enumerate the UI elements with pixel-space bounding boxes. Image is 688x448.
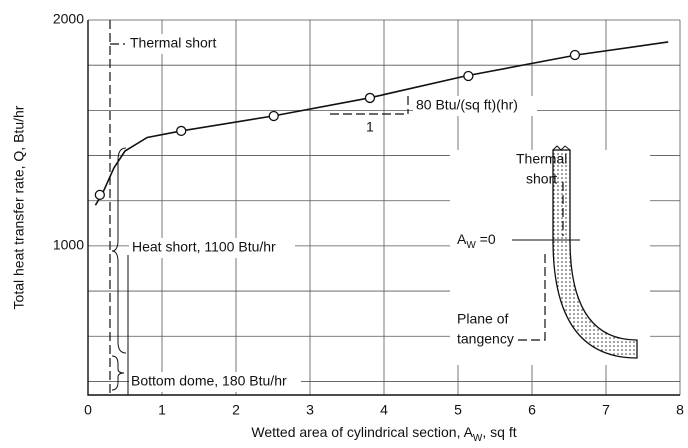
label-bg xyxy=(127,34,235,54)
inset-label: =0 xyxy=(476,231,496,247)
label-bg xyxy=(129,238,295,258)
x-axis-label: , sq ft xyxy=(482,424,516,440)
leader xyxy=(518,250,546,341)
inset-label: A xyxy=(457,231,467,247)
data-point xyxy=(268,110,279,122)
brace xyxy=(111,355,125,391)
x-tick-label: 3 xyxy=(306,402,314,418)
data-point xyxy=(569,49,581,61)
label-bg xyxy=(129,372,301,392)
x-tick-label: 0 xyxy=(84,402,92,418)
brace xyxy=(111,147,127,354)
grid: 0 1 2 3 4 5 6 7 8 1000 2000 Wetted area of cylindri… xyxy=(11,11,684,444)
x-tick-label: 7 xyxy=(602,402,610,418)
x-tick-label: 4 xyxy=(380,402,388,418)
x-tick-label: 6 xyxy=(528,402,536,418)
inset-label: short xyxy=(526,171,557,187)
x-axis-label: W xyxy=(473,433,483,444)
x-tick-label: 1 xyxy=(158,402,166,418)
inset-bg xyxy=(450,150,650,365)
axis xyxy=(87,20,680,396)
pipe-break xyxy=(552,145,571,151)
label-bg xyxy=(413,96,537,116)
x-axis-label: Wetted area of cylindrical section, A xyxy=(251,424,473,440)
inset-label: AW =0 xyxy=(457,231,496,251)
x-tick-label: 5 xyxy=(454,402,462,418)
x-tick-label: 2 xyxy=(232,402,240,418)
y-tick-label: 2000 xyxy=(53,11,84,27)
y-tick-label: 1000 xyxy=(53,237,84,253)
inset-label: W xyxy=(466,240,476,251)
inset-label: Thermal xyxy=(516,151,567,167)
annotation: Heat short, 1100 Btu/hr xyxy=(132,239,276,255)
annotation: Bottom dome, 180 Btu/hr xyxy=(131,373,287,389)
annotation: 1 xyxy=(366,119,374,135)
inset-label: Plane of xyxy=(457,311,508,327)
label-bg xyxy=(364,119,376,137)
data-point xyxy=(176,125,187,137)
annotation: 80 Btu/(sq ft)(hr) xyxy=(416,97,518,113)
data-point xyxy=(94,189,105,200)
annotation: Thermal short xyxy=(130,35,216,51)
pipe xyxy=(552,149,638,359)
x-axis-label: Wetted area of cylindrical section, AW, … xyxy=(251,424,516,444)
x-tick-label: 8 xyxy=(676,402,684,418)
data-point xyxy=(364,92,376,104)
y-axis-label: Total heat transfer rate, Q, Btu/hr xyxy=(11,105,27,309)
inset-label: tangency xyxy=(457,331,514,347)
annotations: Thermal short Heat short, 1100 Btu/hr Bo… xyxy=(109,20,650,395)
data-point xyxy=(463,70,474,82)
